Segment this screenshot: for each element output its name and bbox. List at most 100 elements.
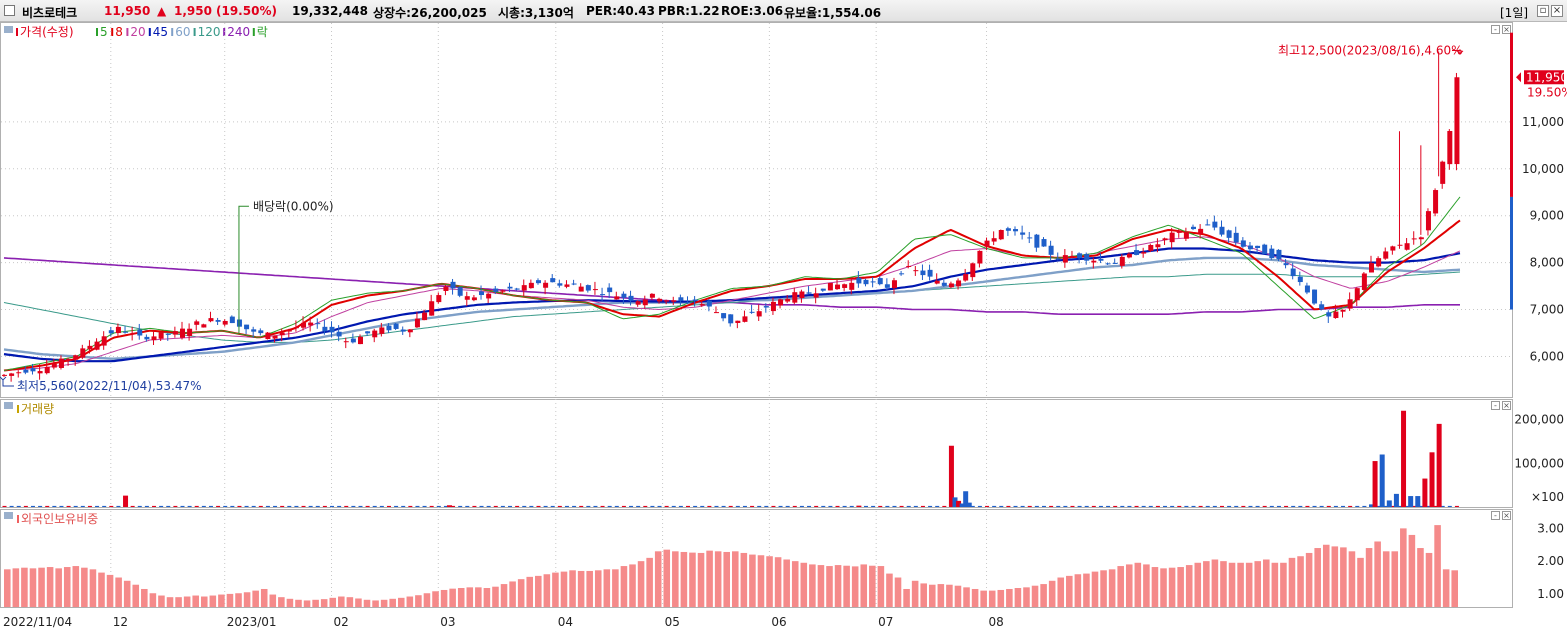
volume-bar [593,505,598,507]
volume-axis-label: 100,000 [1514,456,1564,470]
volume-bar [885,505,890,507]
volume-bar [116,505,121,507]
foreign-ratio-bar [646,557,653,607]
foreign-ratio-bar [1220,561,1227,607]
candle-body [422,312,428,321]
candle-body [1240,240,1246,247]
candle-body [1354,288,1360,301]
candle-body [1183,232,1189,239]
volume-bar [166,505,171,507]
volume-spike-bar [952,497,958,507]
foreign-ratio-bar [1177,567,1184,607]
foreign-ratio-bar [1117,566,1124,607]
candle-body [934,280,940,284]
foreign-ratio-bar [406,596,414,607]
volume-bar [607,505,612,507]
candlesticks [2,51,1460,382]
foreign-ratio-bar [1143,564,1150,607]
foreign-ratio-bar [175,597,182,607]
moving-average-lines [3,196,1461,372]
price-change-pct: (19.50%) [216,4,277,18]
volume-bar [1106,505,1111,507]
foreign-ratio-bar [81,567,88,607]
foreign-ratio-bar [372,600,379,607]
x-axis-label: 03 [440,615,455,629]
foreign-ratio-bar [911,580,919,607]
candle-body [16,372,22,374]
select-checkbox[interactable] [4,5,15,16]
period-selector[interactable]: [1일] [1500,6,1529,20]
volume-bar [365,505,370,507]
candle-body [564,284,570,287]
foreign-ratio-bar [423,593,431,607]
volume-spike-bar [446,505,452,507]
foreign-pane-close-icon[interactable]: × [1502,511,1511,520]
volume-pane-legend-handle[interactable] [4,402,13,409]
candle-body [379,327,385,334]
price-pane-close-icon[interactable]: × [1502,25,1511,34]
volume-pane-close-icon[interactable]: × [1502,401,1511,410]
foreign-axis-label: 2.00 [1537,554,1564,568]
candle-body [692,299,698,301]
volume-bar [1255,505,1260,507]
foreign-ratio-bar [389,598,396,607]
volume-bar [472,505,477,507]
volume-bar [657,505,662,507]
volume-bar [1049,505,1054,507]
volume-spike-bar [1429,452,1435,507]
volume-bar [750,505,755,507]
candle-body [706,300,712,307]
volume-bar [102,505,107,507]
stock-name[interactable]: 비츠로테크 [22,6,78,20]
foreign-ratio-bar [1322,544,1330,607]
candle-body [585,285,591,291]
candle-body [749,311,755,313]
volume-bar [1348,505,1353,507]
volume-pane-minimize-icon[interactable]: - [1491,401,1500,410]
candle-body [806,292,812,294]
volume-bar [1148,505,1153,507]
candle-body [73,355,79,360]
volume-bar [849,505,854,507]
candle-body [1226,230,1232,238]
candle-body [1212,221,1218,228]
candle-body [998,230,1004,240]
volume-bar [771,505,776,507]
foreign-pane-minimize-icon[interactable]: - [1491,511,1500,520]
price-pane-legend-handle[interactable] [4,26,13,33]
volume-bar [572,505,577,507]
volume-bar [586,505,591,507]
volume-bar [159,505,164,507]
volume-bar [522,505,527,507]
candle-body [891,280,897,289]
legend-label-8: 락 [257,25,268,39]
foreign-ratio-bar [363,599,371,607]
candle-body [528,282,534,289]
stock-header-bar: 비츠로테크 11,950 ▲ 1,950 (19.50%) 19,332,448… [0,0,1567,22]
candle-body [1041,239,1047,247]
ma120-line [3,271,1461,343]
high-price-annotation: 최고12,500(2023/08/16),4.60% [1278,43,1463,57]
volume-spike-bar [948,445,954,507]
volume-spike-bar [1379,454,1385,507]
restore-icon[interactable]: ▫ [1537,5,1549,17]
candle-body [507,286,513,289]
volume-bar [130,505,135,507]
foreign-ratio-bar [1151,567,1159,607]
price-pane-minimize-icon[interactable]: - [1491,25,1500,34]
volume-bar [543,505,548,507]
foreign-ratio-bar [997,589,1005,607]
volume-bar [671,505,676,507]
x-axis-label: 2023/01 [227,615,277,629]
foreign-ratio-bar [235,593,242,607]
foreign-ratio-bar [209,595,217,607]
volume-bar [799,505,804,507]
x-axis-label: 12 [113,615,128,629]
foreign-ratio-bar [475,587,482,607]
candle-body [550,278,556,283]
close-icon[interactable]: × [1551,5,1563,17]
volume-bar [66,505,71,507]
candle-body [1069,255,1075,258]
foreign-ratio-bar [672,551,679,607]
foreign-pane-legend-handle[interactable] [4,512,13,519]
